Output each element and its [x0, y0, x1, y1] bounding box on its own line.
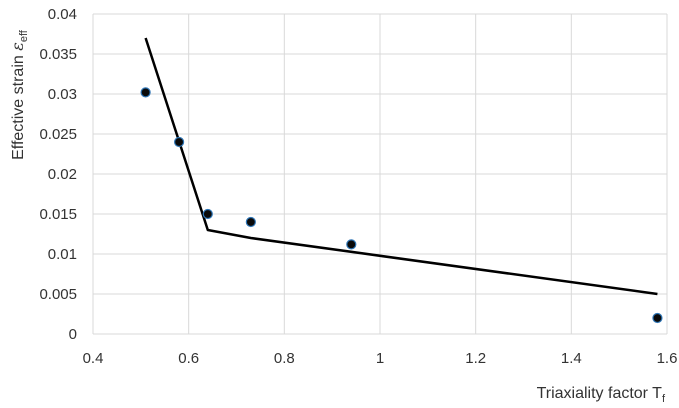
data-point — [174, 136, 185, 148]
y-axis-title-subscript: eff — [18, 29, 30, 42]
x-tick-label: 1.2 — [465, 350, 486, 367]
y-tick-label: 0.025 — [39, 126, 77, 143]
measured-points-series — [140, 87, 663, 324]
y-tick-label: 0 — [69, 326, 77, 343]
x-tick-label: 1.6 — [657, 350, 678, 367]
x-tick-label: 0.8 — [274, 350, 295, 367]
y-axis-title-main: Effective strain — [10, 51, 27, 160]
x-axis-title: Triaxiality factor Tf — [537, 385, 666, 405]
fit-line — [144, 37, 658, 296]
fit-line-series — [144, 37, 658, 296]
data-point — [346, 239, 357, 250]
grid — [92, 13, 668, 335]
x-tick-label: 0.4 — [83, 350, 104, 367]
y-axis-title-symbol: ε — [8, 42, 27, 51]
data-point — [140, 87, 151, 98]
y-tick-label: 0.01 — [48, 246, 77, 263]
y-tick-label: 0.005 — [39, 286, 77, 303]
y-tick-label: 0.035 — [39, 46, 77, 63]
x-axis-ticks: 0.4 0.6 0.8 1 1.2 1.4 1.6 — [83, 350, 678, 367]
x-tick-label: 0.6 — [178, 350, 199, 367]
y-axis-ticks: 0 0.005 0.01 0.015 0.02 0.025 0.03 0.035 0.04 — [39, 6, 77, 343]
data-point — [652, 312, 663, 324]
x-tick-label: 1 — [376, 350, 384, 367]
x-tick-label: 1.4 — [561, 350, 582, 367]
x-axis-title-main: Triaxiality factor T — [537, 385, 663, 402]
y-tick-label: 0.015 — [39, 206, 77, 223]
data-point — [202, 208, 213, 220]
y-tick-label: 0.03 — [48, 86, 77, 103]
y-axis-title: Effective strain εeff — [8, 29, 30, 160]
x-axis-title-subscript: f — [662, 393, 666, 405]
y-tick-label: 0.04 — [48, 6, 77, 23]
data-point — [245, 216, 256, 228]
y-tick-label: 0.02 — [48, 166, 77, 183]
